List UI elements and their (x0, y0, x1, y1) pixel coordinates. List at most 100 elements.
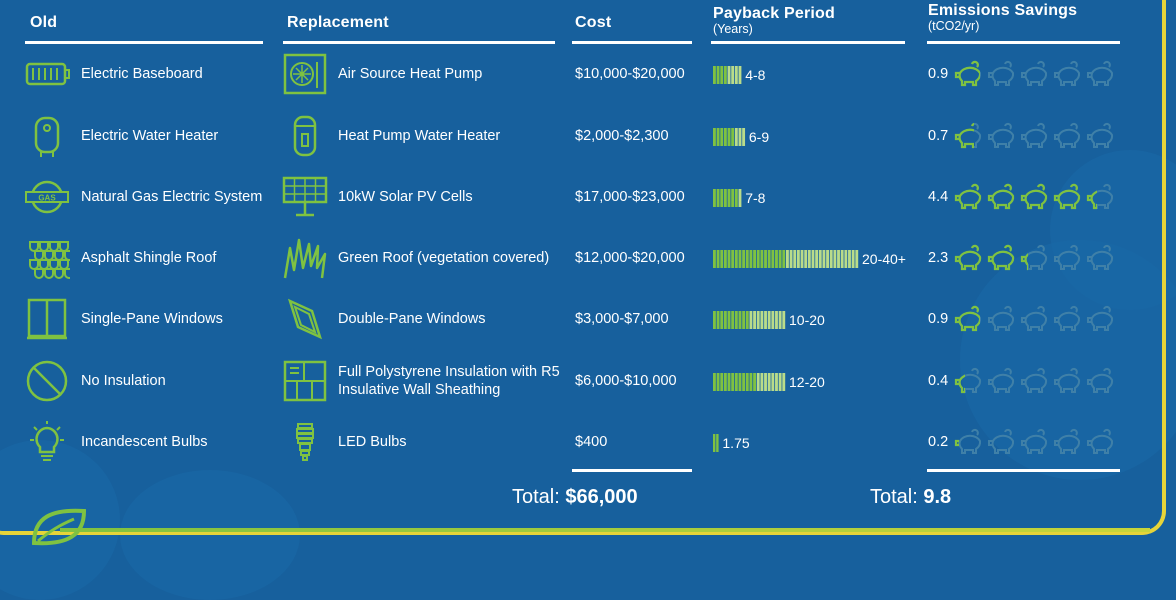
piggy-bank-icon (1085, 181, 1115, 211)
header-cost: Cost (575, 14, 612, 31)
piggy-bank-icon (1085, 242, 1115, 272)
replacement-item: 10kW Solar PV Cells (338, 189, 473, 205)
piggy-bank-icon (986, 242, 1016, 272)
gas-tank-icon: GAS (24, 175, 70, 219)
piggy-bank-icon (1052, 242, 1082, 272)
heat-pump-water-heater-icon (282, 114, 328, 158)
emissions-value: 0.4 (928, 373, 949, 389)
replacement-item: Double-Pane Windows (338, 311, 486, 327)
replacement-item: Air Source Heat Pump (338, 66, 483, 82)
payback-label: 4-8 (745, 67, 766, 83)
piggy-bank-icon (1085, 303, 1115, 333)
insulation-icon (282, 359, 328, 403)
piggy-bank-icon (986, 303, 1016, 333)
payback-label: 7-8 (745, 190, 766, 206)
header-emissions-unit: (tCO2/yr) (928, 19, 980, 33)
old-item: No Insulation (81, 373, 166, 389)
led-bulb-icon (282, 420, 328, 464)
water-heater-icon (24, 114, 70, 158)
piggy-bank-icon (1019, 181, 1049, 211)
payback-bar (713, 373, 786, 391)
total-rule-emissions (927, 469, 1120, 472)
total-cost: Total: $66,000 (512, 486, 638, 509)
piggy-bank-icon (1052, 303, 1082, 333)
header-rule (711, 41, 905, 44)
header-emissions: Emissions Savings (928, 2, 1078, 19)
cost-value: $3,000-$7,000 (575, 311, 669, 327)
piggy-bank-icon (1085, 426, 1115, 456)
piggy-bank-icon (953, 181, 983, 211)
total-cost-value: $66,000 (565, 486, 638, 508)
shingle-roof-icon (24, 236, 74, 280)
total-rule-cost (572, 469, 692, 472)
payback-label: 10-20 (789, 312, 825, 328)
header-payback-unit: (Years) (713, 22, 753, 36)
heat-pump-icon (282, 52, 328, 96)
piggy-bank-icon (1052, 426, 1082, 456)
leaf-icon (30, 503, 88, 549)
payback-label: 1.75 (722, 435, 750, 451)
cost-value: $12,000-$20,000 (575, 250, 685, 266)
total-emissions: Total: 9.8 (870, 486, 951, 509)
piggy-bank-icon (1019, 120, 1049, 150)
piggy-bank-icon (953, 303, 983, 333)
replacement-item: LED Bulbs (338, 434, 407, 450)
piggy-bank-icon (986, 426, 1016, 456)
replacement-item: Green Roof (vegetation covered) (338, 250, 550, 266)
total-cost-label: Total: (512, 486, 560, 508)
old-item: Electric Water Heater (81, 128, 219, 144)
background-shape (1050, 150, 1176, 310)
emissions-value: 4.4 (928, 189, 949, 205)
cost-value: $400 (575, 434, 608, 450)
decorative-frame (0, 0, 1166, 535)
piggy-bank-icon (953, 120, 983, 150)
header-payback: Payback Period (713, 5, 835, 22)
total-emissions-label: Total: (870, 486, 918, 508)
piggy-bank-icon (953, 365, 983, 395)
piggy-bank-icon (1019, 426, 1049, 456)
grass-icon (282, 236, 328, 280)
cost-value: $6,000-$10,000 (575, 373, 677, 389)
no-symbol-icon (24, 359, 70, 403)
emissions-value: 2.3 (928, 250, 949, 266)
piggy-bank-icon (953, 242, 983, 272)
old-item: Asphalt Shingle Roof (81, 250, 217, 266)
piggy-bank-icon (1085, 120, 1115, 150)
header-old: Old (30, 14, 58, 31)
emissions-value: 0.9 (928, 66, 949, 82)
piggy-bank-icon (1085, 58, 1115, 88)
piggy-bank-icon (1019, 365, 1049, 395)
header-rule (25, 41, 263, 44)
solar-panel-icon (282, 175, 328, 219)
payback-label: 20-40+ (862, 251, 906, 267)
cost-value: $17,000-$23,000 (575, 189, 685, 205)
decorative-frame-bottom (60, 528, 1150, 532)
old-item: Incandescent Bulbs (81, 434, 208, 450)
old-item: Single-Pane Windows (81, 311, 223, 327)
cost-value: $2,000-$2,300 (575, 128, 669, 144)
payback-label: 6-9 (748, 129, 770, 145)
payback-bar (713, 66, 742, 84)
total-emissions-value: 9.8 (923, 486, 952, 508)
header-rule (283, 41, 555, 44)
payback-label: 12-20 (789, 374, 825, 390)
payback-bar (713, 189, 742, 207)
piggy-bank-icon (986, 365, 1016, 395)
svg-text:GAS: GAS (38, 194, 56, 203)
piggy-bank-icon (986, 58, 1016, 88)
payback-bar (713, 250, 859, 268)
piggy-bank-icon (1052, 365, 1082, 395)
piggy-bank-icon (1052, 181, 1082, 211)
piggy-bank-icon (986, 120, 1016, 150)
emissions-value: 0.9 (928, 311, 949, 327)
payback-bar (713, 311, 786, 329)
payback-bar (713, 128, 746, 146)
emissions-value: 0.2 (928, 434, 949, 450)
piggy-bank-icon (986, 181, 1016, 211)
header-rule (572, 41, 692, 44)
header-rule (927, 41, 1120, 44)
piggy-bank-icon (953, 426, 983, 456)
emissions-value: 0.7 (928, 128, 949, 144)
piggy-bank-icon (1019, 242, 1049, 272)
header-replacement: Replacement (287, 14, 389, 31)
